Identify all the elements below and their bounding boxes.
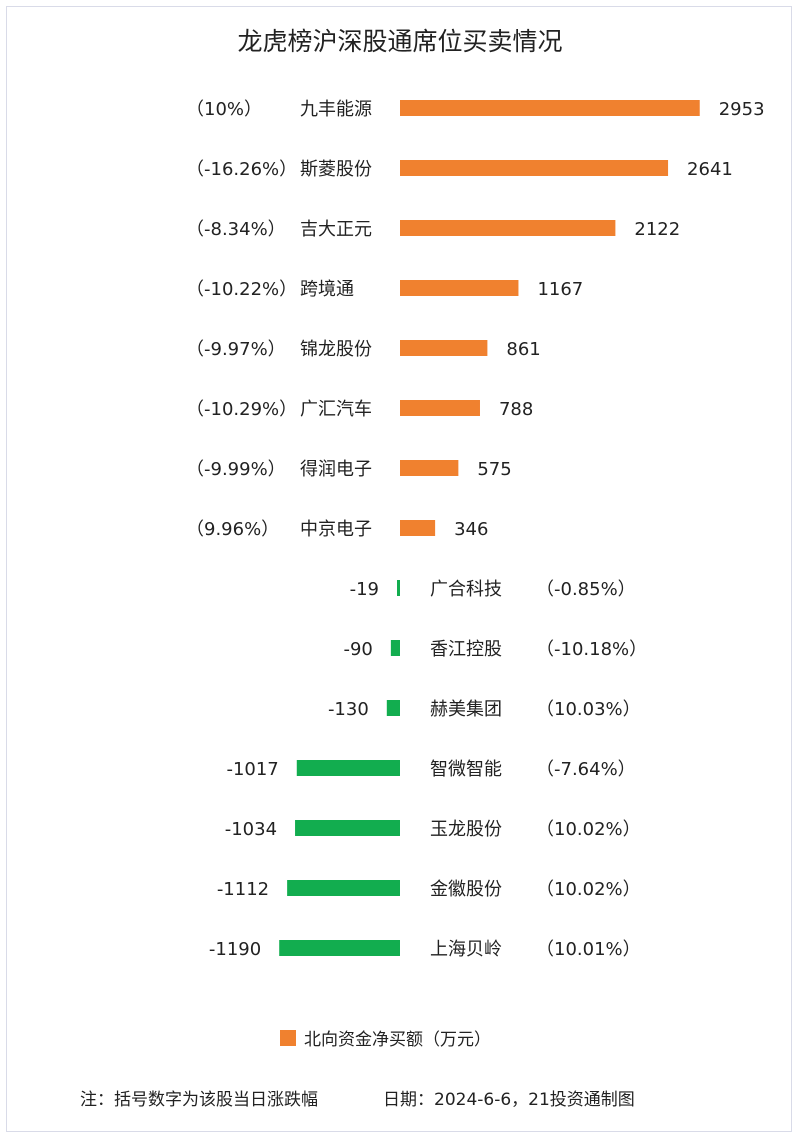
change-label: （-10.18%）	[536, 639, 647, 660]
change-label: （-10.22%）	[186, 279, 297, 300]
change-label: （10.02%）	[536, 879, 641, 900]
value-label: -1034	[225, 819, 277, 840]
stock-name-label: 香江控股	[430, 639, 502, 660]
value-label: 346	[454, 519, 488, 540]
change-label: （-9.97%）	[186, 339, 286, 360]
stock-name-label: 中京电子	[300, 519, 372, 540]
change-label: （-0.85%）	[536, 579, 636, 600]
bar-得润电子	[400, 460, 459, 476]
legend-label: 北向资金净买额（万元）	[304, 1030, 491, 1050]
value-label: 2122	[634, 219, 680, 240]
value-label: -1017	[226, 759, 278, 780]
stock-name-label: 玉龙股份	[430, 819, 502, 840]
stock-name-label: 广汇汽车	[300, 399, 372, 420]
value-label: 575	[477, 459, 511, 480]
footer-date: 日期：2024-6-6，21投资通制图	[383, 1090, 635, 1110]
value-label: 2953	[719, 99, 765, 120]
bar-金徽股份	[287, 880, 400, 896]
stock-name-label: 赫美集团	[430, 699, 502, 720]
value-label: 788	[499, 399, 533, 420]
value-label: -1112	[217, 879, 269, 900]
value-label: 2641	[687, 159, 733, 180]
value-label: -130	[328, 699, 369, 720]
value-label: -1190	[209, 939, 261, 960]
chart-title: 龙虎榜沪深股通席位买卖情况	[237, 27, 562, 56]
chart-frame	[6, 6, 792, 1132]
change-label: （-8.34%）	[186, 219, 286, 240]
value-label: 861	[506, 339, 540, 360]
bar-斯菱股份	[400, 160, 669, 176]
bar-智微智能	[296, 760, 400, 776]
footer-note: 注：括号数字为该股当日涨跌幅	[80, 1090, 318, 1110]
stock-name-label: 斯菱股份	[300, 159, 372, 180]
stock-name-label: 跨境通	[300, 279, 354, 300]
bar-广合科技	[397, 580, 400, 596]
bar-九丰能源	[400, 100, 700, 116]
value-label: 1167	[537, 279, 583, 300]
stock-name-label: 金徽股份	[430, 879, 502, 900]
bar-跨境通	[400, 280, 519, 296]
change-label: （10.02%）	[536, 819, 641, 840]
change-label: （9.96%）	[186, 519, 279, 540]
bar-赫美集团	[386, 700, 400, 716]
bar-上海贝岭	[279, 940, 400, 956]
legend-swatch	[280, 1030, 296, 1046]
change-label: （-16.26%）	[186, 159, 297, 180]
change-label: （10.03%）	[536, 699, 641, 720]
bar-锦龙股份	[400, 340, 488, 356]
bar-玉龙股份	[295, 820, 400, 836]
stock-name-label: 智微智能	[430, 759, 502, 780]
bar-rows: （10%） 九丰能源 2953 （-16.26%） 斯菱股份 2641 （-8.34%） 吉大…	[186, 99, 765, 960]
stock-name-label: 上海贝岭	[430, 939, 502, 960]
bar-中京电子	[400, 520, 436, 536]
bar-香江控股	[390, 640, 400, 656]
value-label: -19	[350, 579, 379, 600]
change-label: （-10.29%）	[186, 399, 297, 420]
stock-name-label: 锦龙股份	[300, 339, 372, 360]
change-label: （10%）	[186, 99, 262, 120]
bar-吉大正元	[400, 220, 616, 236]
bar-广汇汽车	[400, 400, 480, 416]
stock-name-label: 九丰能源	[300, 99, 372, 120]
change-label: （-7.64%）	[536, 759, 636, 780]
stock-name-label: 广合科技	[430, 579, 502, 600]
stock-name-label: 吉大正元	[300, 219, 372, 240]
stock-name-label: 得润电子	[300, 459, 372, 480]
change-label: （10.01%）	[536, 939, 641, 960]
value-label: -90	[343, 639, 372, 660]
change-label: （-9.99%）	[186, 459, 286, 480]
